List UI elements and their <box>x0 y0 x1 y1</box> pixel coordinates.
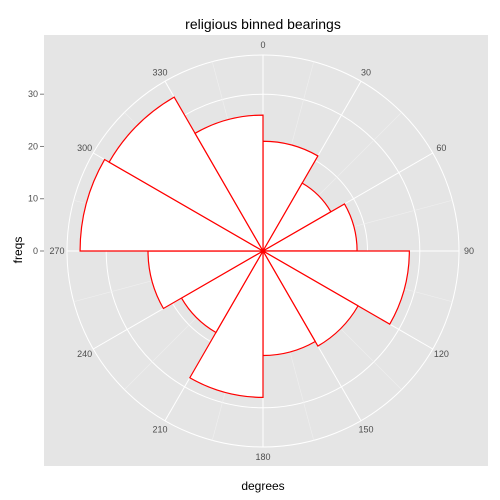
bar-90-120 <box>260 250 410 325</box>
angle-tick-layer: 0 30 60 90 120 150 180 210 240 270 300 330 <box>49 40 474 462</box>
bar-270-300 <box>79 158 266 252</box>
angle-tick-label: 300 <box>77 143 92 153</box>
angle-tick-label: 90 <box>464 246 474 256</box>
bar-180-210 <box>189 248 264 398</box>
angle-tick-label: 60 <box>436 143 446 153</box>
radial-tick-layer: 0 10 20 30 <box>28 89 44 256</box>
radial-tick-label: 30 <box>28 89 38 99</box>
y-axis-title: freqs <box>11 237 25 264</box>
angle-tick-label: 330 <box>152 68 167 78</box>
radial-tick-label: 0 <box>33 246 38 256</box>
angle-tick-label: 120 <box>434 349 449 359</box>
bars-layer <box>79 96 410 398</box>
radial-tick-label: 10 <box>28 194 38 204</box>
angle-tick-label: 0 <box>260 40 265 50</box>
bar-300-330 <box>108 96 265 253</box>
bar-330-360 <box>194 114 264 254</box>
x-axis-title: degrees <box>241 479 284 493</box>
chart-title: religious binned bearings <box>185 16 341 32</box>
radial-tick-label: 20 <box>28 142 38 152</box>
angle-tick-label: 30 <box>361 68 371 78</box>
angle-tick-label: 180 <box>255 452 270 462</box>
angle-tick-label: 210 <box>152 424 167 434</box>
angle-tick-label: 270 <box>49 246 64 256</box>
bar-120-150 <box>261 249 359 347</box>
angle-tick-label: 150 <box>358 424 373 434</box>
angle-tick-label: 240 <box>77 349 92 359</box>
